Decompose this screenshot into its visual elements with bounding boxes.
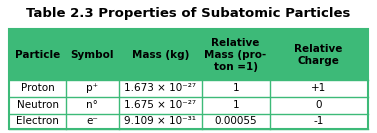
Text: Particle: Particle <box>15 49 60 60</box>
Text: Neutron: Neutron <box>17 100 59 110</box>
Text: -1: -1 <box>313 116 324 126</box>
Bar <box>9 80 368 97</box>
Bar <box>9 114 368 129</box>
Text: 1.675 × 10⁻²⁷: 1.675 × 10⁻²⁷ <box>124 100 196 110</box>
Text: 1.673 × 10⁻²⁷: 1.673 × 10⁻²⁷ <box>124 83 196 93</box>
Bar <box>9 29 368 129</box>
Text: 1: 1 <box>232 100 239 110</box>
Bar <box>9 29 368 80</box>
Text: 9.109 × 10⁻³¹: 9.109 × 10⁻³¹ <box>124 116 196 126</box>
Bar <box>9 97 368 114</box>
Text: Relative
Charge: Relative Charge <box>294 43 343 66</box>
Text: Table 2.3 Properties of Subatomic Particles: Table 2.3 Properties of Subatomic Partic… <box>26 7 351 20</box>
Text: Mass (kg): Mass (kg) <box>132 49 189 60</box>
Text: +1: +1 <box>311 83 326 93</box>
Text: 1: 1 <box>232 83 239 93</box>
Text: Proton: Proton <box>21 83 55 93</box>
Text: 0: 0 <box>315 100 322 110</box>
Text: Relative
Mass (pro-
ton =1): Relative Mass (pro- ton =1) <box>204 38 267 72</box>
Text: n°: n° <box>86 100 98 110</box>
Text: e⁻: e⁻ <box>86 116 98 126</box>
Text: 0.00055: 0.00055 <box>214 116 257 126</box>
Text: Symbol: Symbol <box>70 49 114 60</box>
Text: p⁺: p⁺ <box>86 83 98 93</box>
Text: Electron: Electron <box>16 116 59 126</box>
